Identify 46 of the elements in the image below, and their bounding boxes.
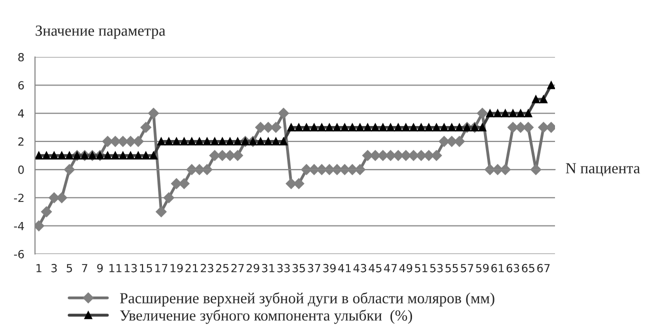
x-tick-label: 1: [36, 264, 42, 272]
x-tick-label: 67: [537, 264, 550, 272]
x-tick-label: 47: [384, 264, 397, 272]
x-tick-label: 17: [155, 264, 168, 272]
x-tick-label: 3: [51, 264, 57, 272]
x-tick-label: 21: [186, 264, 198, 272]
x-tick-label: 19: [170, 264, 183, 272]
legend-label: Увеличение зубного компонента улыбки (%): [120, 310, 412, 324]
x-tick-label: 55: [446, 264, 458, 272]
x-tick-label: 13: [124, 264, 137, 272]
x-tick-label: 57: [460, 264, 474, 272]
legend-label: Расширение верхней зубной дуги в области моляров (мм): [120, 292, 494, 307]
x-tick-label: 39: [323, 264, 336, 272]
x-axis-title: N пациента: [566, 163, 640, 176]
y-tick-label: 2: [18, 137, 24, 146]
x-tick-label: 51: [414, 264, 428, 272]
y-tick-label: -6: [14, 250, 24, 258]
x-tick-label: 35: [292, 264, 305, 272]
y-tick-label: -4: [14, 222, 24, 230]
x-tick-label: 53: [430, 264, 443, 272]
x-tick-label: 31: [262, 264, 274, 272]
x-tick-label: 23: [200, 264, 214, 272]
x-tick-label: 65: [522, 264, 534, 272]
y-tick-label: 8: [18, 52, 24, 62]
y-tick-label: -2: [14, 194, 24, 202]
x-tick-label: 15: [140, 264, 152, 272]
x-tick-label: 41: [338, 264, 351, 272]
x-tick-label: 29: [246, 264, 260, 272]
y-tick-label: 6: [18, 81, 24, 90]
x-tick-label: 11: [109, 264, 122, 272]
x-tick-label: 45: [368, 264, 382, 272]
y-tick-label: 0: [18, 166, 24, 174]
y-tick-label: 4: [18, 109, 24, 118]
x-tick-label: 63: [506, 264, 520, 272]
x-tick-label: 43: [353, 264, 366, 272]
x-tick-label: 27: [231, 264, 244, 272]
x-tick-label: 5: [66, 264, 72, 272]
x-tick-label: 33: [277, 264, 290, 272]
x-tick-label: 61: [491, 264, 504, 272]
x-tick-label: 37: [308, 264, 320, 272]
y-axis-title: Значение параметра: [36, 26, 166, 39]
x-tick-label: 25: [216, 264, 228, 272]
x-tick-label: 9: [97, 264, 103, 272]
x-tick-label: 59: [476, 264, 489, 272]
x-tick-label: 7: [82, 264, 88, 272]
x-tick-label: 49: [399, 264, 412, 272]
